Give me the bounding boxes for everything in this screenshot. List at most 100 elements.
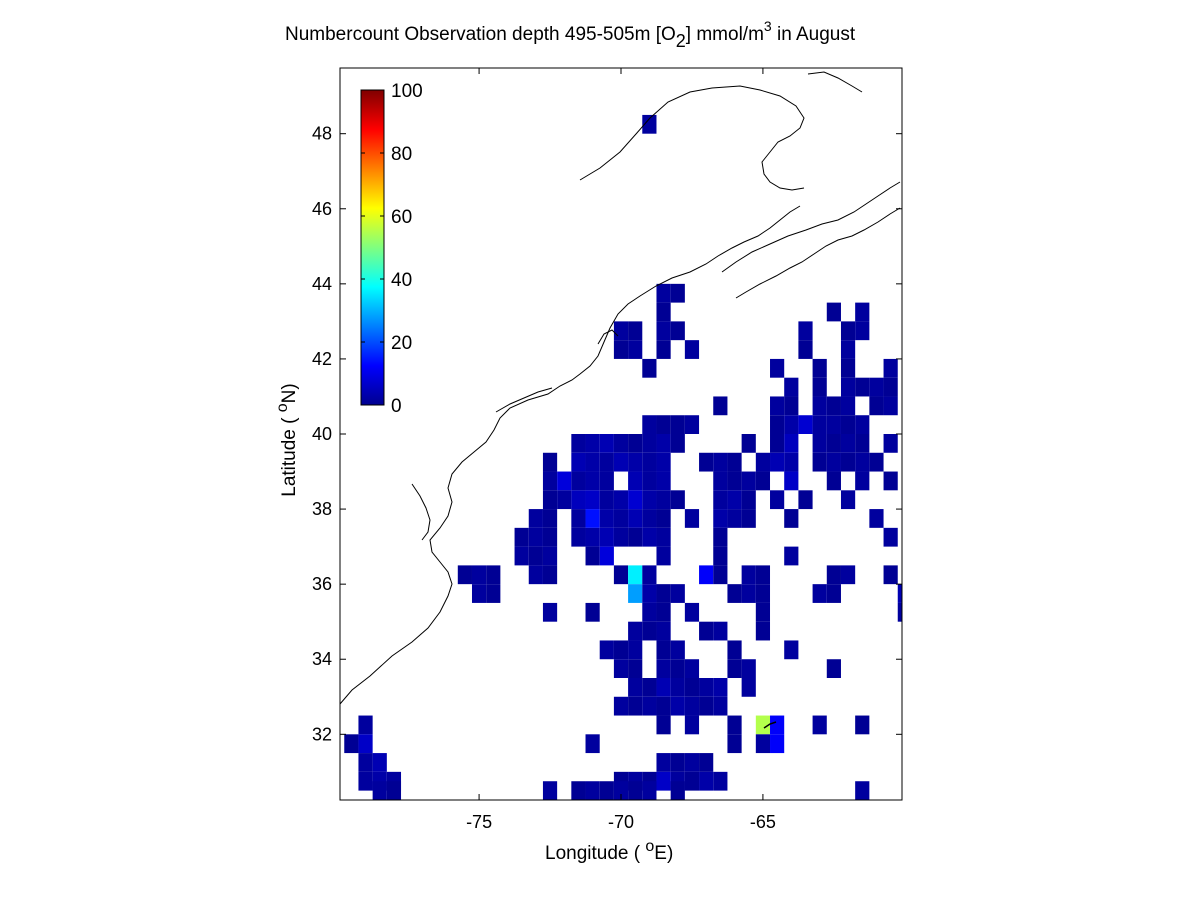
heatmap-cell — [826, 302, 841, 322]
heatmap-cell — [883, 358, 898, 378]
heatmap-cell — [613, 509, 629, 528]
heatmap-cell — [784, 546, 799, 566]
y-tick-label: 36 — [312, 574, 332, 594]
bermuda — [763, 721, 777, 729]
heatmap-cells — [344, 114, 902, 800]
heatmap-cell — [727, 640, 742, 660]
heatmap-cell — [542, 602, 558, 622]
heatmap-cell — [514, 527, 529, 547]
coastline-long-island — [495, 387, 553, 413]
heatmap-cell — [798, 415, 813, 434]
heatmap-cell — [741, 471, 756, 491]
heatmap-cell — [642, 565, 657, 585]
heatmap-cell — [713, 527, 728, 547]
heatmap-cell — [784, 434, 799, 453]
heatmap-cell — [670, 781, 685, 800]
heatmap-cell — [784, 509, 799, 528]
heatmap-cell — [585, 509, 600, 528]
heatmap-cell — [642, 114, 657, 134]
heatmap-cell — [656, 659, 671, 678]
heatmap-cell — [741, 490, 756, 510]
heatmap-cell — [727, 734, 742, 754]
heatmap-cell — [755, 584, 771, 603]
heatmap-cell — [471, 584, 487, 603]
colorbar-tick-label: 20 — [391, 333, 412, 354]
y-tick-label: 40 — [312, 424, 332, 444]
heatmap-cell — [628, 321, 643, 341]
heatmap-cell — [571, 490, 586, 510]
heatmap-cell — [656, 302, 671, 322]
heatmap-cell — [486, 565, 501, 585]
heatmap-cell — [699, 696, 714, 716]
heatmap-cell — [542, 781, 558, 800]
heatmap-cell — [784, 640, 799, 660]
heatmap-cell — [855, 471, 870, 491]
heatmap-cell — [613, 781, 629, 800]
coastline-newfoundland — [807, 71, 863, 93]
heatmap-cell — [699, 771, 714, 791]
heatmap-cell — [613, 452, 629, 472]
heatmap-cell — [727, 715, 742, 735]
heatmap-cell — [542, 452, 558, 472]
heatmap-cell — [897, 584, 902, 603]
heatmap-cell — [670, 696, 685, 716]
heatmap-cell — [656, 696, 671, 716]
heatmap-cell — [670, 434, 685, 453]
heatmap-cell — [656, 321, 671, 341]
colorbar-ticks: 0 20 40 60 80 100 — [361, 81, 423, 417]
heatmap-cell — [869, 396, 884, 416]
heatmap-cell — [741, 509, 756, 528]
heatmap-cell — [613, 434, 629, 453]
heatmap-cell — [812, 358, 827, 378]
heatmap-cell — [386, 781, 402, 800]
heatmap-cell — [840, 415, 856, 434]
heatmap-cell — [642, 358, 657, 378]
heatmap-cell — [840, 377, 856, 397]
heatmap-cell — [855, 452, 870, 472]
heatmap-cell — [798, 340, 813, 359]
heatmap-cell — [798, 321, 813, 341]
heatmap-cell — [812, 715, 827, 735]
heatmap-cell — [557, 490, 572, 510]
heatmap-cell — [642, 678, 657, 697]
heatmap-cell — [642, 471, 657, 491]
heatmap-cell — [642, 509, 657, 528]
heatmap-cell — [656, 678, 671, 697]
heatmap-cell — [628, 340, 643, 359]
heatmap-cell — [372, 781, 387, 800]
heatmap-cell — [727, 509, 742, 528]
heatmap-cell — [883, 434, 898, 453]
heatmap-cell — [599, 546, 614, 566]
heatmap-cell — [770, 434, 785, 453]
heatmap-cell — [528, 527, 543, 547]
heatmap-cell — [656, 621, 671, 641]
heatmap-cell — [656, 527, 671, 547]
heatmap-cell — [826, 659, 841, 678]
heatmap-cell — [840, 340, 856, 359]
heatmap-cell — [713, 452, 728, 472]
heatmap-cell — [840, 396, 856, 416]
heatmap-cell — [699, 753, 714, 772]
heatmap-cell — [713, 546, 728, 566]
heatmap-cell — [628, 490, 643, 510]
x-axis: -75 -70 -65 — [466, 68, 776, 832]
y-tick-label: 42 — [312, 349, 332, 369]
heatmap-cell — [840, 565, 856, 585]
heatmap-cell — [684, 340, 700, 359]
heatmap-cell — [358, 771, 373, 791]
heatmap-cell — [727, 471, 742, 491]
heatmap-cell — [699, 621, 714, 641]
heatmap-cell — [628, 640, 643, 660]
heatmap-cell — [826, 584, 841, 603]
heatmap-cell — [670, 584, 685, 603]
heatmap-cell — [883, 527, 898, 547]
heatmap-cell — [585, 546, 600, 566]
heatmap-cell — [599, 781, 614, 800]
heatmap-cell — [656, 771, 671, 791]
colorbar-tick-label: 80 — [391, 144, 412, 165]
colorbar-tick-label: 100 — [391, 81, 423, 102]
heatmap-cell — [571, 781, 586, 800]
heatmap-cell — [585, 602, 600, 622]
heatmap-cell — [826, 396, 841, 416]
